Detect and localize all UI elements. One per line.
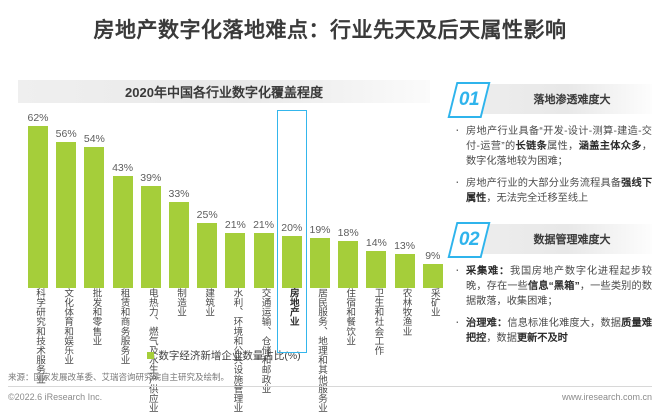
bar-value-label: 21% <box>253 219 275 232</box>
bar-value-label: 19% <box>309 224 331 237</box>
bar <box>366 251 387 288</box>
bar-group: 9% <box>419 108 447 288</box>
bar <box>253 233 274 288</box>
legend-label: 数字经济新增企业数量占比(%) <box>158 350 301 362</box>
category-label: 文化体育和娱乐业 <box>62 288 74 365</box>
bar-value-label: 62% <box>27 112 49 124</box>
bar-value-label: 43% <box>112 161 134 174</box>
card-bullet-item: 房地产行业具备“开发-设计-测算-建造-交付-运营”的长链条属性，涵盖主体众多，… <box>452 122 652 169</box>
bar-group: 39% <box>137 108 165 288</box>
category-label: 住宿和餐饮业 <box>344 288 356 346</box>
insight-card: 01 落地渗透难度大房地产行业具备“开发-设计-测算-建造-交付-运营”的长链条属… <box>447 82 652 206</box>
card-bullet-item: 房地产行业的大部分业务流程具备强线下属性，无法完全迁移至线上 <box>452 174 652 206</box>
bar-value-label: 39% <box>140 172 162 185</box>
category-label: 居民服务、地理和其他服务业 <box>316 288 327 413</box>
chart-panel: 2020年中国各行业数字化覆盖程度 62% 56% 54% 43% 39% 33% 25% 2… <box>8 80 443 413</box>
category-label: 卫生和社会工作 <box>372 288 384 356</box>
bar-chart-plot: 62% 56% 54% 43% 39% 33% 25% 21% 21% 20% 19% 18% 14% 1… <box>8 108 443 288</box>
card-bullet-item: 治理难：信息标准化难度大，数据质量难把控，数据更新不及时 <box>452 314 652 346</box>
card-number: 01 <box>458 89 480 110</box>
bar-value-label: 33% <box>168 187 190 200</box>
category-axis-labels: 科学研究和技术服务业 文化体育和娱乐业 批发和零售业 租赁和商务服务业 电热力、燃气及水… <box>8 288 440 416</box>
insight-cards: 01 落地渗透难度大房地产行业具备“开发-设计-测算-建造-交付-运营”的长链条属… <box>447 82 652 362</box>
bar <box>140 186 161 288</box>
insight-card: 02 数据管理难度大采集难：我国房地产数字化进程起步较晚，存在一些信息“黑箱”，一… <box>447 222 652 346</box>
chart-legend: 数字经济新增企业数量占比(%) <box>8 348 440 363</box>
bar-group: 62% <box>24 108 52 288</box>
chart-header-bar: 2020年中国各行业数字化覆盖程度 <box>18 80 430 103</box>
bar-group: 43% <box>109 108 137 288</box>
category-label: 科学研究和技术服务业 <box>34 288 45 384</box>
bar-value-label: 13% <box>394 240 416 253</box>
bar <box>169 201 189 288</box>
bar-value-label: 54% <box>83 132 105 145</box>
copyright-text: ©2022.6 iResearch Inc. <box>8 392 103 402</box>
bar-group: 20% <box>278 108 306 288</box>
card-header-band <box>482 224 652 254</box>
category-label: 水利、环境和公共设施管理业 <box>231 288 243 413</box>
bar-value-label: 21% <box>224 219 246 232</box>
category-label: 采矿业 <box>428 288 440 317</box>
bar <box>56 141 77 288</box>
legend-swatch-icon <box>147 352 155 359</box>
category-label: 制造业 <box>175 288 186 317</box>
bar-group: 33% <box>165 108 193 288</box>
bar <box>310 238 330 288</box>
category-label: 交通运输、仓储和邮政业 <box>259 288 271 394</box>
category-label: 建筑业 <box>203 288 215 317</box>
website-url: www.iresearch.com.cn <box>561 392 652 402</box>
card-title: 落地渗透难度大 <box>533 94 611 106</box>
source-note: 来源：国家发展改革委、艾瑞咨询研究院自主研究及绘制。 <box>8 372 230 382</box>
bar <box>112 175 133 288</box>
insight-card-header: 01 落地渗透难度大 <box>447 82 652 118</box>
insight-card-header: 02 数据管理难度大 <box>447 222 652 258</box>
card-bullet-item: 采集难：我国房地产数字化进程起步较晚，存在一些信息“黑箱”，一些类别的数据散落，… <box>452 262 652 309</box>
chart-title: 2020年中国各行业数字化覆盖程度 <box>125 85 323 100</box>
bar-group: 25% <box>193 108 221 288</box>
category-label: 电热力、燃气及水生产供应业 <box>146 288 158 413</box>
bar-group: 21% <box>221 108 249 288</box>
card-header-band <box>482 84 652 114</box>
bar <box>281 235 302 288</box>
card-bullet-list: 房地产行业具备“开发-设计-测算-建造-交付-运营”的长链条属性，涵盖主体众多，… <box>452 122 652 206</box>
bar-value-label: 18% <box>337 226 359 239</box>
bar-value-label: 9% <box>425 250 441 263</box>
bar-value-label: 56% <box>55 127 77 140</box>
bar-group: 13% <box>391 108 419 288</box>
bar-group: 56% <box>52 108 80 288</box>
bar-value-label: 20% <box>281 221 303 234</box>
bar-group: 18% <box>334 108 362 288</box>
bar-group: 54% <box>80 108 108 288</box>
category-label: 房地产业 <box>287 288 299 327</box>
bar <box>225 233 246 288</box>
bar-value-label: 25% <box>196 208 218 221</box>
bar <box>422 264 443 288</box>
page-title: 房地产数字化落地难点：行业先天及后天属性影响 <box>93 19 567 42</box>
bar-group: 14% <box>362 108 390 288</box>
bar-group: 19% <box>306 108 334 288</box>
card-bullet-list: 采集难：我国房地产数字化进程起步较晚，存在一些信息“黑箱”，一些类别的数据散落，… <box>452 262 652 346</box>
bar <box>84 146 105 288</box>
bar-value-label: 14% <box>365 237 387 250</box>
bar <box>197 222 218 288</box>
bar-group: 21% <box>250 108 278 288</box>
bar <box>28 126 48 288</box>
card-title: 数据管理难度大 <box>533 234 611 246</box>
bar <box>394 254 415 288</box>
category-label: 农林牧渔业 <box>400 288 412 336</box>
card-number: 02 <box>458 229 480 250</box>
bar <box>338 240 359 288</box>
footer-divider <box>8 386 652 387</box>
category-label: 批发和零售业 <box>90 288 102 346</box>
category-label: 租赁和商务服务业 <box>118 288 130 365</box>
